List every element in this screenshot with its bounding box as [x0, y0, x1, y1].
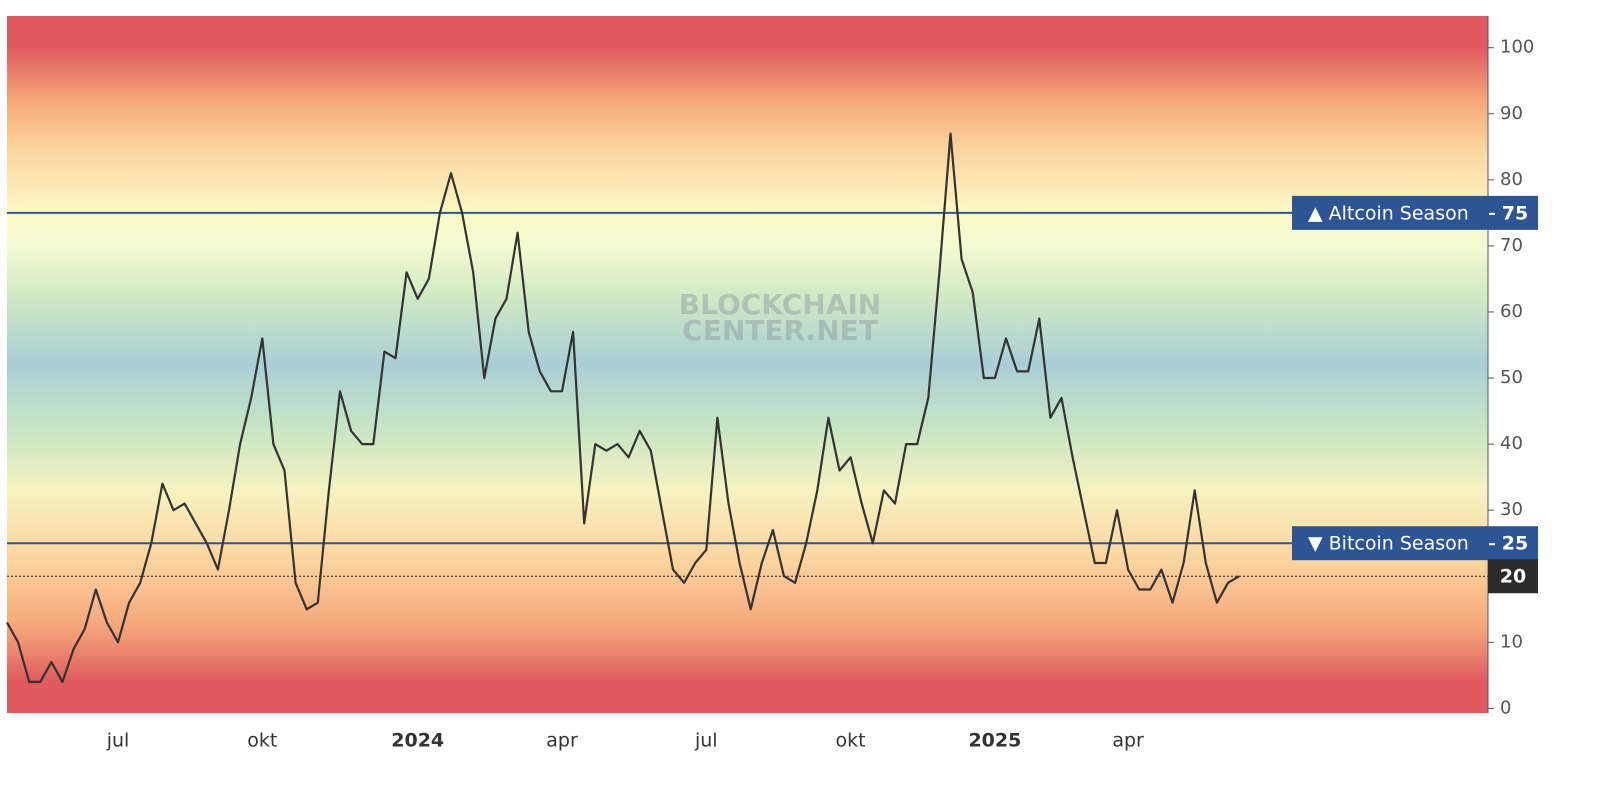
x-tick-label: okt — [247, 730, 277, 752]
plot-background — [7, 16, 1488, 713]
x-tick-label: okt — [836, 730, 866, 752]
watermark: BLOCKCHAIN — [679, 288, 881, 321]
watermark: CENTER.NET — [682, 314, 878, 347]
y-tick-label: 80 — [1500, 169, 1523, 190]
y-tick-label: 100 — [1500, 37, 1534, 58]
x-tick-label: jul — [106, 730, 130, 752]
x-tick-label: jul — [694, 730, 718, 752]
x-tick-label: apr — [546, 730, 578, 752]
data-line — [6, 132, 1240, 683]
y-tick-label: 70 — [1500, 235, 1523, 256]
current-value-badge — [1488, 559, 1538, 594]
reference-value: 25 — [1502, 533, 1528, 555]
current-value-label: 20 — [1500, 566, 1526, 588]
reference-badge — [1292, 526, 1538, 561]
y-tick-label: 40 — [1500, 433, 1523, 454]
y-tick-label: 10 — [1500, 631, 1523, 652]
reference-label: ▲ Altcoin Season — [1308, 202, 1469, 224]
x-tick-label: 2025 — [968, 730, 1021, 752]
reference-value: 75 — [1502, 202, 1528, 224]
x-tick-label: 2024 — [391, 730, 444, 752]
reference-badge — [1292, 195, 1538, 230]
y-tick-label: 30 — [1500, 499, 1523, 520]
reference-label: ▼ Bitcoin Season — [1308, 533, 1469, 555]
y-tick-label: 90 — [1500, 103, 1523, 124]
y-tick-label: 50 — [1500, 367, 1523, 388]
x-tick-label: apr — [1112, 730, 1144, 752]
y-tick-label: 0 — [1500, 697, 1511, 718]
y-tick-label: 60 — [1500, 301, 1523, 322]
